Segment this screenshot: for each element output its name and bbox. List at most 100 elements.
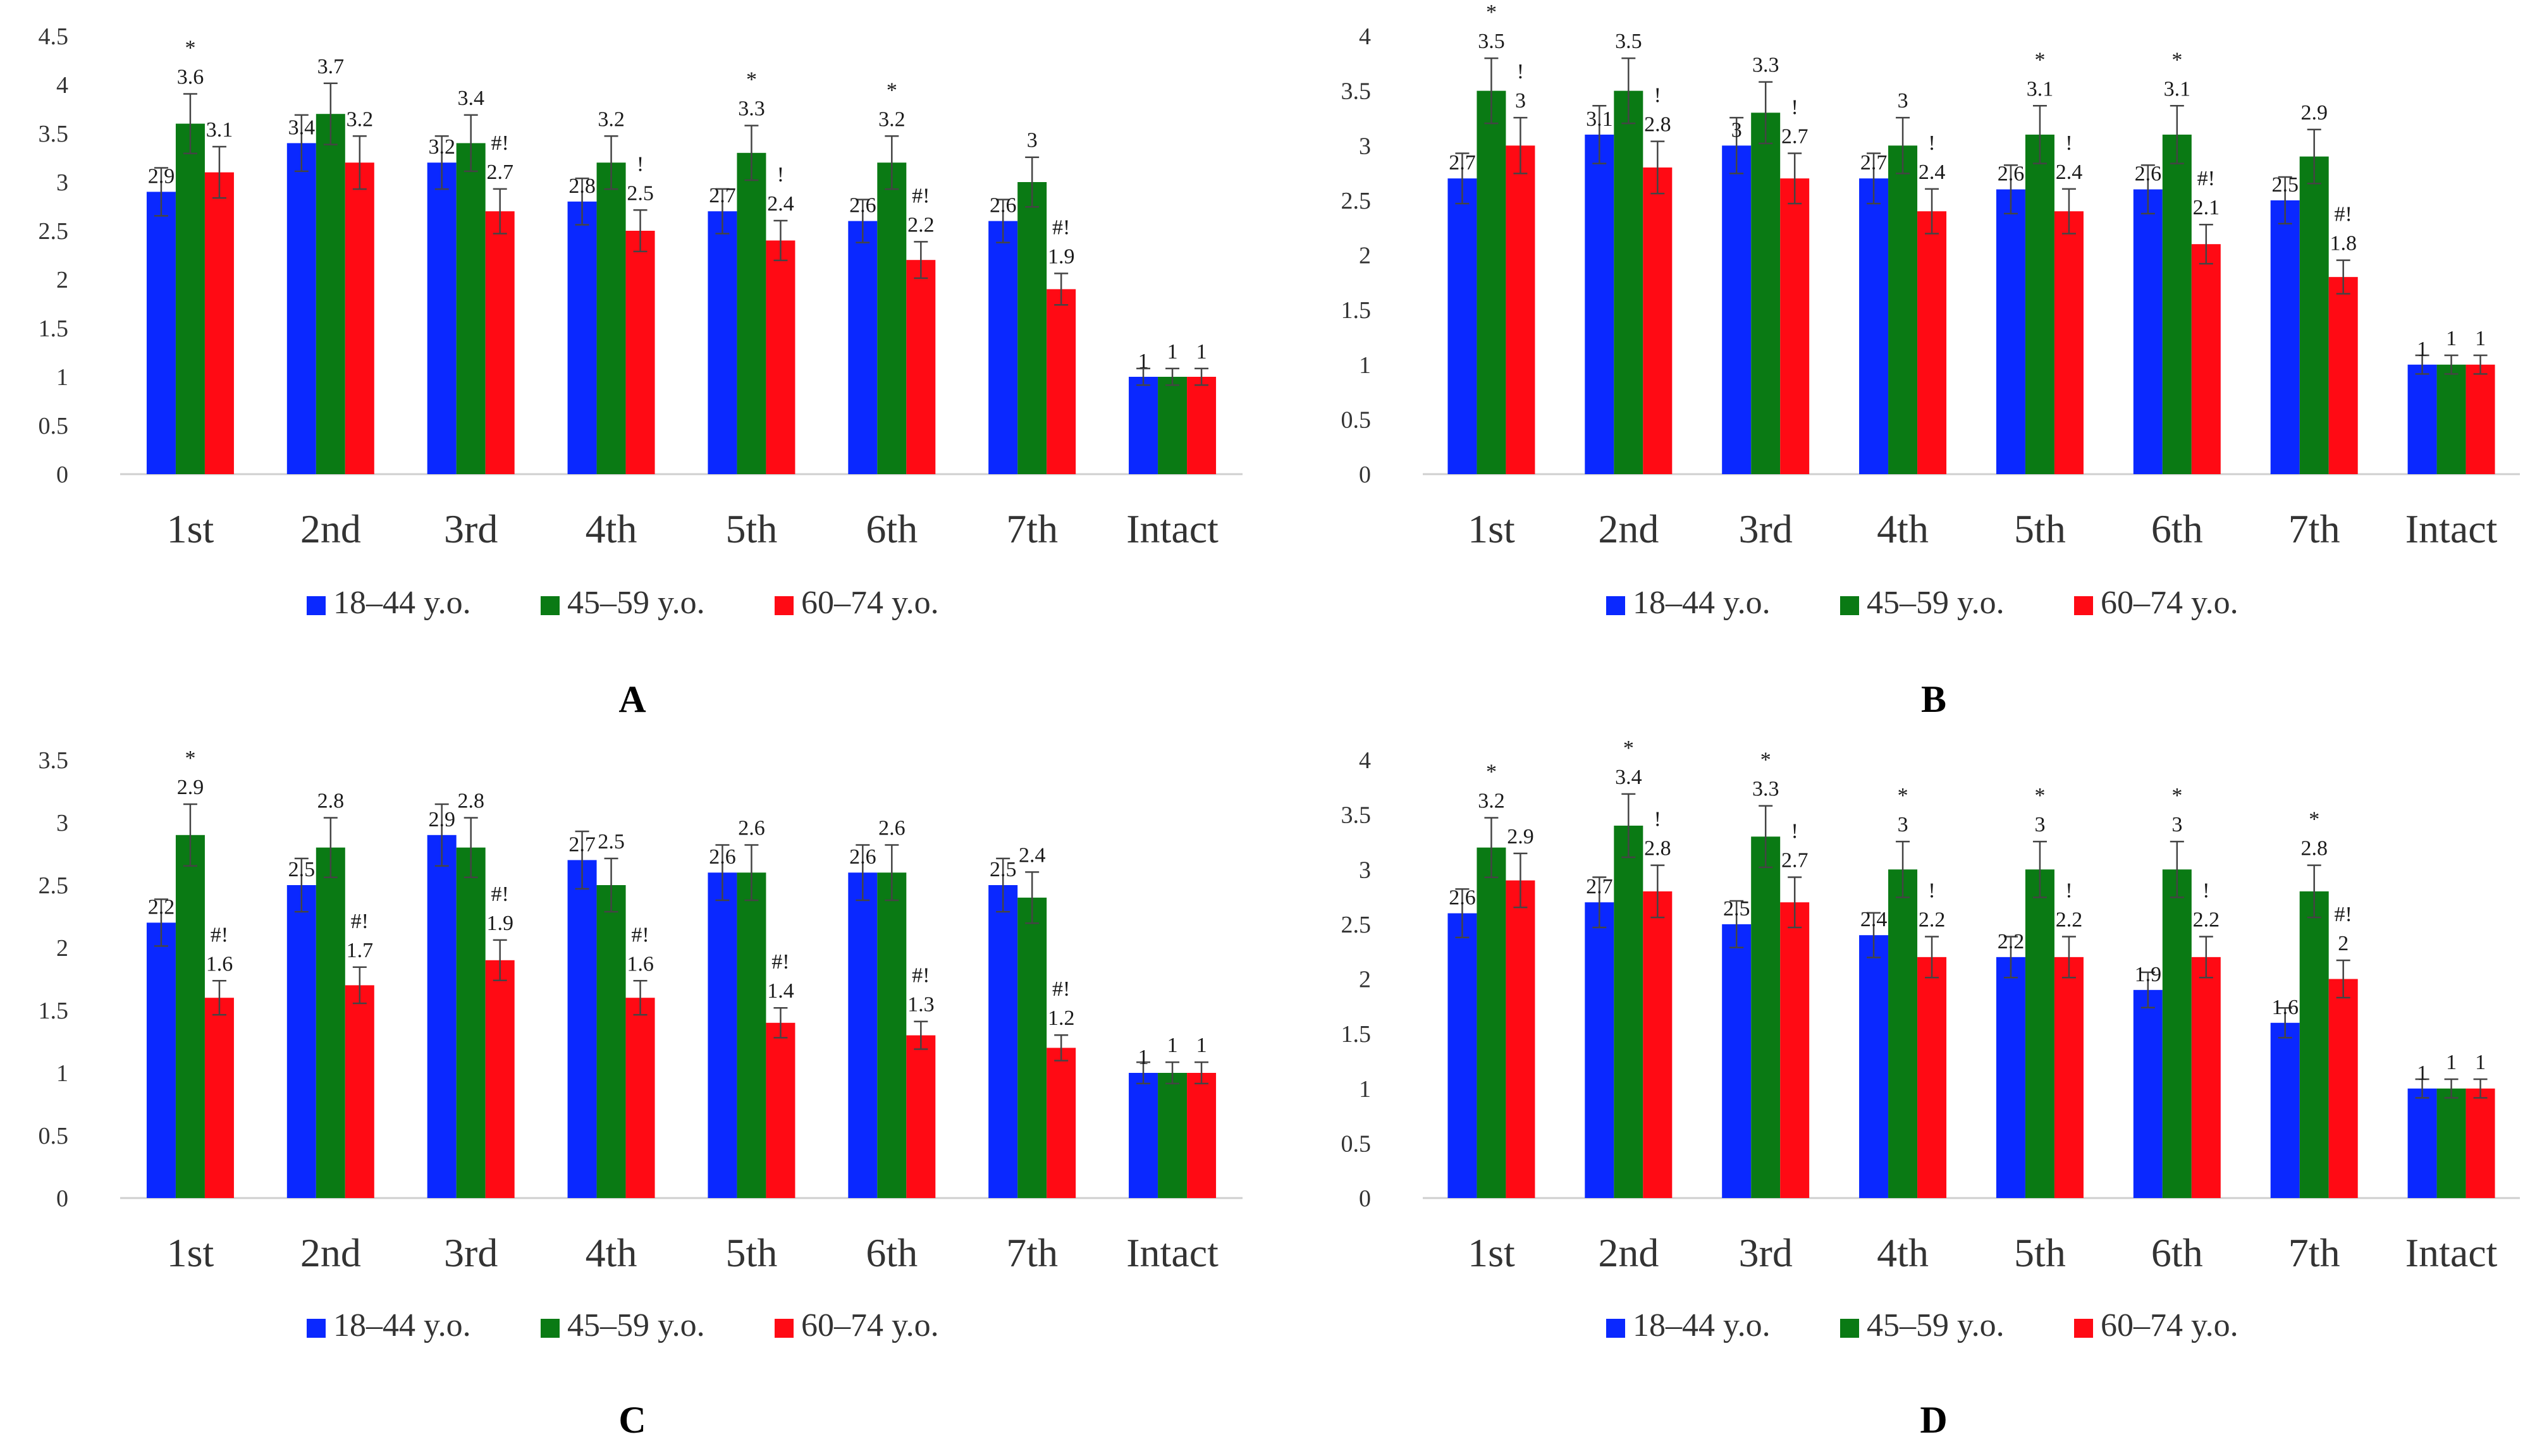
data-label: 2.2: [1919, 908, 1946, 931]
data-label: 3.4: [1615, 766, 1642, 789]
significance-mark: #!: [1052, 216, 1070, 240]
significance-mark: #!: [771, 950, 789, 974]
bar-b-s1-c2: [1751, 113, 1781, 474]
significance-mark: *: [2309, 808, 2319, 831]
significance-mark: !: [1654, 84, 1661, 107]
data-label: 1.9: [2135, 963, 2162, 986]
significance-mark: *: [1898, 784, 1908, 807]
y-tick-label: 0.5: [39, 1123, 69, 1149]
data-label: 3.5: [1615, 30, 1642, 53]
data-label: 2.6: [849, 194, 876, 217]
data-label: 3.4: [288, 116, 316, 139]
significance-mark: #!: [351, 910, 369, 933]
y-tick-label: 2.5: [1341, 188, 1372, 214]
bar-b-s1-c6: [2299, 156, 2329, 474]
data-label: 1.6: [2271, 996, 2299, 1019]
bar-c-s1-c7: [1158, 1073, 1188, 1198]
x-tick-label: Intact: [2405, 1230, 2498, 1275]
significance-mark: *: [185, 36, 195, 59]
significance-mark: *: [1486, 1, 1497, 24]
bar-d-s2-c6: [2328, 979, 2358, 1198]
legend-swatch-1: [1840, 596, 1859, 615]
data-label: 3.2: [428, 135, 455, 159]
data-label: 3.4: [457, 87, 484, 110]
bar-b-s1-c4: [2025, 134, 2054, 475]
y-tick-label: 1: [1359, 1076, 1371, 1103]
bar-b-s1-c3: [1888, 145, 1918, 474]
legend-swatch-0: [1606, 596, 1625, 615]
data-label: 1: [2475, 327, 2486, 350]
legend-swatch-1: [1840, 1319, 1859, 1338]
data-label: 3: [1515, 89, 1526, 113]
data-label: 2.2: [148, 895, 175, 919]
y-tick-label: 4.5: [39, 23, 69, 50]
data-label: 2.4: [767, 192, 794, 216]
data-label: 2.7: [486, 161, 513, 184]
x-tick-label: 7th: [1006, 506, 1058, 551]
bar-b-s2-c7: [2466, 364, 2495, 474]
bar-d-s1-c3: [1888, 869, 1918, 1198]
bar-d-s1-c7: [2436, 1088, 2466, 1198]
data-label: 3: [2034, 813, 2045, 836]
bar-c-s2-c0: [204, 998, 234, 1198]
significance-mark: *: [887, 78, 897, 102]
significance-mark: !: [1791, 95, 1798, 119]
bar-c-s2-c7: [1187, 1073, 1217, 1198]
x-tick-label: 2nd: [1598, 506, 1659, 551]
data-label: 3.2: [1478, 789, 1505, 812]
y-tick-label: 3.5: [39, 747, 69, 774]
legend-label: 45–59 y.o.: [1867, 1307, 2005, 1343]
bar-c-s0-c0: [146, 922, 176, 1198]
panel-letter-d: D: [1920, 1399, 1948, 1441]
x-tick-label: 1st: [167, 506, 214, 551]
bar-c-s0-c3: [567, 860, 597, 1198]
data-label: 2: [2338, 932, 2349, 955]
bar-c-s2-c1: [345, 985, 374, 1198]
data-label: 2.9: [148, 164, 175, 188]
bar-a-s1-c7: [1158, 377, 1188, 474]
significance-mark: !: [1928, 879, 1935, 902]
bar-b-s0-c6: [2270, 200, 2300, 474]
x-tick-label: 5th: [2014, 1230, 2066, 1275]
data-label: 2.4: [1019, 843, 1046, 867]
bar-d-s1-c6: [2299, 891, 2329, 1198]
bar-d-s1-c5: [2162, 869, 2192, 1198]
data-label: 2.8: [457, 789, 484, 812]
data-label: 1: [2417, 338, 2428, 361]
y-tick-label: 3: [56, 169, 68, 196]
data-label: 1: [1196, 340, 1207, 364]
significance-mark: *: [185, 747, 195, 770]
y-tick-label: 3: [1359, 857, 1371, 883]
legend-swatch-2: [775, 1319, 794, 1338]
y-tick-label: 2.5: [39, 872, 69, 899]
y-tick-label: 1.5: [39, 315, 69, 342]
y-tick-label: 1.5: [1341, 1021, 1372, 1048]
y-tick-label: 0: [1359, 1185, 1371, 1212]
significance-mark: #!: [2335, 203, 2352, 226]
y-tick-label: 4: [1359, 23, 1371, 50]
significance-mark: *: [2171, 48, 2182, 71]
bar-d-s1-c1: [1614, 825, 1643, 1198]
significance-mark: *: [2034, 784, 2045, 807]
data-label: 2.5: [990, 858, 1017, 881]
significance-mark: !: [2065, 879, 2072, 902]
bar-c-s2-c5: [906, 1035, 936, 1198]
bar-d-s2-c4: [2054, 957, 2084, 1198]
data-label: 2.5: [598, 830, 625, 853]
legend-label: 18–44 y.o.: [333, 585, 471, 621]
y-tick-label: 0.5: [1341, 1130, 1372, 1157]
data-label: 2.7: [709, 184, 736, 207]
legend-label: 18–44 y.o.: [1633, 1307, 1771, 1343]
bar-b-s0-c5: [2133, 189, 2163, 474]
legend-label: 60–74 y.o.: [801, 585, 939, 621]
significance-mark: !: [1517, 60, 1524, 83]
bar-b-s1-c5: [2162, 134, 2192, 475]
bar-d-s0-c0: [1447, 913, 1477, 1198]
bar-c-s2-c3: [625, 998, 655, 1198]
data-label: 1.3: [907, 993, 935, 1017]
y-tick-label: 2.5: [1341, 912, 1372, 938]
x-tick-label: 7th: [1006, 1230, 1058, 1275]
significance-mark: !: [2202, 879, 2209, 902]
bar-a-s1-c4: [737, 152, 766, 475]
